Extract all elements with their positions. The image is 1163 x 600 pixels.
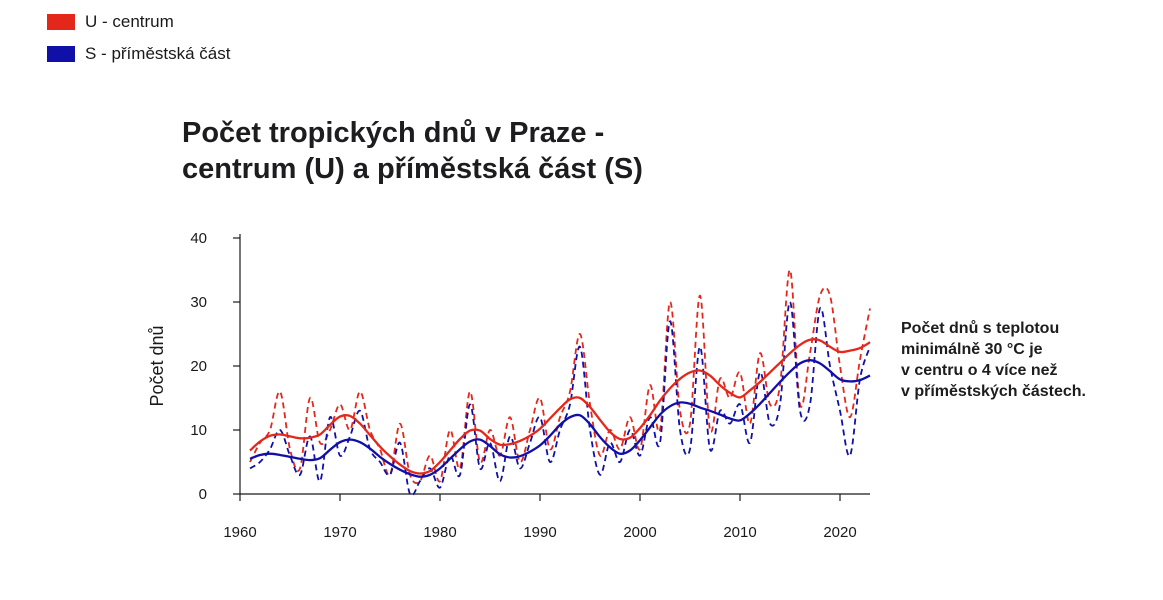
x-tick-label: 2020 [823, 524, 856, 541]
legend-swatch-primestska [47, 46, 75, 62]
y-axis-label: Počet dnů [147, 325, 167, 406]
legend: U - centrum S - příměstská část [47, 12, 230, 76]
x-tick-label: 2010 [723, 524, 756, 541]
x-tick-label: 2000 [623, 524, 656, 541]
annotation-line-3: v centru o 4 více než [901, 362, 1058, 379]
series-line-primestska-trend [249, 359, 871, 478]
x-tick-label: 1970 [323, 524, 356, 541]
chart-annotation: Počet dnů s teplotou minimálně 30 °C je … [901, 318, 1151, 402]
y-tick-label: 10 [190, 422, 207, 439]
y-tick-label: 40 [190, 230, 207, 247]
x-tick-label: 1990 [523, 524, 556, 541]
series-line-primestska-annual [249, 301, 871, 497]
legend-item-primestska: S - příměstská část [47, 44, 230, 64]
annotation-line-2: minimálně 30 °C je [901, 341, 1043, 358]
chart-title-line-2: centrum (U) a příměstská část (S) [182, 153, 643, 185]
y-tick-label: 20 [190, 358, 207, 375]
chart-title: Počet tropických dnů v Praze - centrum (… [182, 115, 782, 187]
annotation-line-4: v příměstských částech. [901, 383, 1086, 400]
legend-item-centrum: U - centrum [47, 12, 230, 32]
chart-title-line-1: Počet tropických dnů v Praze - [182, 117, 605, 149]
legend-label-primestska: S - příměstská část [85, 44, 231, 63]
series-line-centrum-annual [249, 269, 871, 484]
x-tick-label: 1960 [223, 524, 256, 541]
x-tick-label: 1980 [423, 524, 456, 541]
y-tick-label: 0 [199, 486, 207, 503]
series-line-centrum-trend [249, 338, 871, 475]
legend-swatch-centrum [47, 14, 75, 30]
annotation-line-1: Počet dnů s teplotou [901, 320, 1060, 337]
y-tick-label: 30 [190, 294, 207, 311]
legend-label-centrum: U - centrum [85, 12, 174, 31]
